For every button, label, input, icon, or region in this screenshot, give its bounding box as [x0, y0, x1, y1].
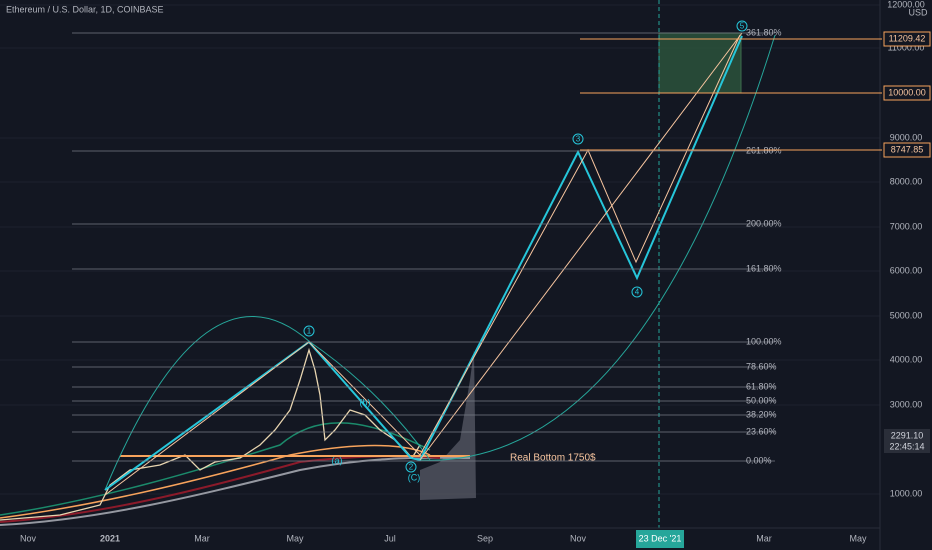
- fib-label: 161.80%: [746, 263, 782, 273]
- subwave-label: (a): [332, 455, 343, 465]
- wave-label: 2: [409, 463, 414, 472]
- price-label: 1000.00: [890, 488, 923, 498]
- time-label: Mar: [756, 533, 772, 543]
- volume-profile: [420, 350, 476, 500]
- annotation: Real Bottom 1750$: [510, 453, 596, 464]
- time-label: Sep: [477, 533, 493, 543]
- price-tag: [883, 142, 931, 158]
- price-label: 9000.00: [890, 132, 923, 142]
- fib-label: 78.60%: [746, 361, 777, 371]
- price-label: 11000.00: [888, 42, 925, 52]
- subwave-label: (C): [408, 472, 421, 482]
- price-label: 6000.00: [890, 265, 923, 275]
- arc: [104, 316, 431, 491]
- price-label: 8000.00: [890, 176, 923, 186]
- last-price-box: [884, 429, 930, 453]
- time-label: May: [849, 533, 867, 543]
- fib-label: 61.80%: [746, 381, 777, 391]
- last-price: 2291.10: [891, 430, 924, 440]
- fib-label: 200.00%: [746, 218, 782, 228]
- time-label: 2021: [100, 533, 120, 543]
- fib-label: 0.00%: [746, 455, 772, 465]
- price-tag-label: 11209.42: [889, 33, 926, 43]
- trend-line: [419, 32, 743, 461]
- target-zone: [658, 32, 742, 94]
- price-tag: [883, 85, 931, 101]
- price-label: 4000.00: [890, 354, 923, 364]
- crosshair-date-box: [636, 530, 684, 548]
- fib-label: 23.60%: [746, 426, 777, 436]
- price-tag: [883, 31, 931, 47]
- arc: [419, 34, 776, 461]
- countdown: 22:45:14: [889, 441, 924, 451]
- wave-label: 3: [576, 135, 581, 144]
- wave-marker: [736, 20, 748, 32]
- wave-marker: [405, 461, 417, 473]
- wave-label: 1: [307, 327, 312, 336]
- symbol-title: Ethereum / U.S. Dollar, 1D, COINBASE: [6, 4, 164, 14]
- price-label: 3000.00: [890, 399, 923, 409]
- price-label: 12000.00: [887, 0, 925, 9]
- moving-average: [0, 422, 431, 516]
- fib-label: 38.20%: [746, 409, 777, 419]
- price-tag-label: 8747.85: [891, 144, 924, 154]
- time-label: Jul: [384, 533, 396, 543]
- wave-label: 4: [635, 288, 640, 297]
- wave-marker: [303, 325, 315, 337]
- time-label: Nov: [570, 533, 587, 543]
- fib-label: 100.00%: [746, 336, 782, 346]
- wave-marker: [572, 133, 584, 145]
- wave-label: 5: [740, 22, 745, 31]
- time-label: Nov: [20, 533, 37, 543]
- fib-label: 50.00%: [746, 395, 777, 405]
- price-label: 7000.00: [890, 221, 923, 231]
- moving-average: [0, 456, 471, 526]
- wave-marker: [631, 286, 643, 298]
- subwave-label: (b): [360, 397, 371, 407]
- time-label: Mar: [194, 533, 210, 543]
- price-label: 5000.00: [890, 310, 923, 320]
- time-label: May: [286, 533, 304, 543]
- fib-label: 361.80%: [746, 27, 782, 37]
- price-tag-label: 10000.00: [888, 87, 926, 97]
- currency: USD: [908, 7, 928, 17]
- crosshair-date: 23 Dec '21: [639, 533, 682, 543]
